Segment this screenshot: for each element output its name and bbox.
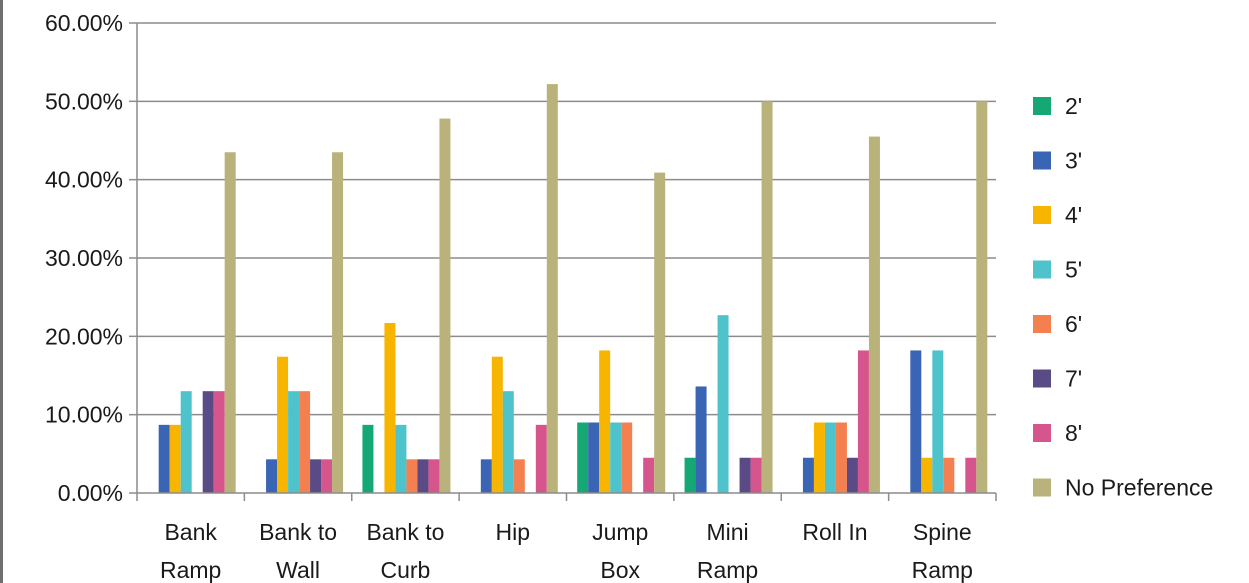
- legend-label: 5': [1065, 257, 1082, 283]
- bar-8--1: [321, 459, 333, 493]
- x-tick-label: Hip: [496, 519, 531, 545]
- legend-label: 4': [1065, 202, 1082, 228]
- y-tick-label: 60.00%: [45, 10, 123, 36]
- bar-5--6: [824, 422, 836, 493]
- bar-7--6: [846, 457, 858, 493]
- legend-label: 8': [1065, 420, 1082, 446]
- y-tick-label: 0.00%: [58, 480, 123, 506]
- x-axis-ticks: Bank Ramp Bank to Wall Bank to Curb Hip Jump Box…: [136, 493, 997, 583]
- bar-3--4: [588, 422, 600, 493]
- bar-8--3: [535, 424, 547, 493]
- bar-3--6: [802, 457, 814, 493]
- x-tick-label: Bank to: [366, 519, 444, 545]
- legend-swatch: [1033, 151, 1051, 170]
- bar-6--6: [835, 422, 847, 493]
- bar-8--5: [750, 457, 762, 493]
- left-edge-rule: [0, 0, 3, 583]
- bar-3--1: [266, 459, 278, 493]
- legend-label: 7': [1065, 366, 1082, 392]
- legend-swatch: [1033, 315, 1051, 333]
- bar-7--0: [202, 391, 214, 493]
- bar-4--3: [491, 356, 503, 493]
- bar-6--2: [406, 459, 418, 493]
- legend-swatch: [1033, 478, 1051, 497]
- x-tick-label: Bank: [164, 519, 217, 545]
- y-tick-label: 20.00%: [45, 323, 123, 349]
- x-tick-label: Spine: [913, 519, 972, 545]
- bar-8--6: [857, 350, 869, 493]
- bar-4--4: [599, 350, 611, 493]
- bar-7--1: [310, 459, 322, 493]
- bar-5--5: [717, 315, 729, 493]
- bar-5--1: [288, 391, 300, 493]
- legend: 2' 3' 4' 5' 6' 7' 8' No Preference: [1033, 93, 1213, 501]
- bar-8--2: [428, 459, 440, 493]
- x-tick-label: Bank to: [259, 519, 337, 545]
- bar-no-preference-2: [439, 118, 451, 494]
- legend-label: 2': [1065, 93, 1082, 119]
- bar-no-preference-4: [654, 172, 666, 493]
- bar-no-preference-5: [761, 101, 773, 493]
- bar-4--2: [384, 323, 396, 493]
- bar-no-preference-7: [976, 101, 988, 493]
- x-tick-label: Jump: [592, 519, 648, 545]
- bar-no-preference-1: [332, 152, 344, 493]
- bar-no-preference-6: [868, 136, 880, 494]
- gridlines: [137, 22, 996, 416]
- bar-6--1: [299, 391, 311, 493]
- y-tick-label: 50.00%: [45, 88, 123, 114]
- x-tick-label: Wall: [276, 557, 320, 583]
- x-tick-label: Roll In: [802, 519, 867, 545]
- bar-5--0: [180, 391, 192, 493]
- bar-4--7: [921, 457, 933, 493]
- x-tick-label: Ramp: [160, 557, 221, 583]
- x-tick-label: Ramp: [697, 557, 758, 583]
- bar-3--0: [158, 424, 170, 493]
- legend-label: 6': [1065, 311, 1082, 337]
- y-tick-label: 10.00%: [45, 402, 123, 428]
- bar-2--4: [577, 422, 589, 493]
- legend-swatch: [1033, 97, 1051, 115]
- bar-no-preference-3: [546, 84, 558, 493]
- bar-4--1: [277, 356, 289, 493]
- bar-3--5: [695, 386, 707, 493]
- bar-8--7: [965, 457, 977, 493]
- legend-swatch: [1033, 369, 1051, 388]
- x-tick-label: Mini: [706, 519, 748, 545]
- legend-label: No Preference: [1065, 475, 1213, 501]
- y-tick-label: 30.00%: [45, 245, 123, 271]
- legend-label: 3': [1065, 148, 1082, 174]
- bar-2--2: [362, 424, 374, 493]
- bar-6--4: [621, 422, 633, 493]
- y-axis-ticks: 0.00% 10.00% 20.00% 30.00% 40.00% 50.00% 60.00…: [45, 10, 137, 506]
- bar-4--6: [813, 422, 825, 493]
- legend-swatch: [1033, 424, 1051, 442]
- bar-6--3: [513, 459, 525, 493]
- bar-2--5: [684, 457, 696, 493]
- bar-5--7: [932, 350, 944, 493]
- legend-swatch: [1033, 260, 1051, 279]
- x-tick-label: Ramp: [912, 557, 973, 583]
- bars: [158, 84, 988, 494]
- legend-swatch: [1033, 206, 1051, 224]
- bar-3--3: [480, 459, 492, 493]
- bar-3--7: [910, 350, 922, 493]
- bar-7--2: [417, 459, 429, 493]
- bar-8--4: [643, 457, 655, 493]
- bar-5--4: [610, 422, 622, 493]
- x-tick-label: Box: [600, 557, 640, 583]
- bar-7--5: [739, 457, 751, 493]
- bar-5--3: [502, 391, 514, 493]
- bar-5--2: [395, 424, 407, 493]
- bar-4--0: [169, 424, 181, 493]
- bar-8--0: [213, 391, 225, 493]
- x-tick-label: Curb: [381, 557, 431, 583]
- y-tick-label: 40.00%: [45, 167, 123, 193]
- bar-no-preference-0: [224, 152, 236, 493]
- bar-6--7: [943, 457, 955, 493]
